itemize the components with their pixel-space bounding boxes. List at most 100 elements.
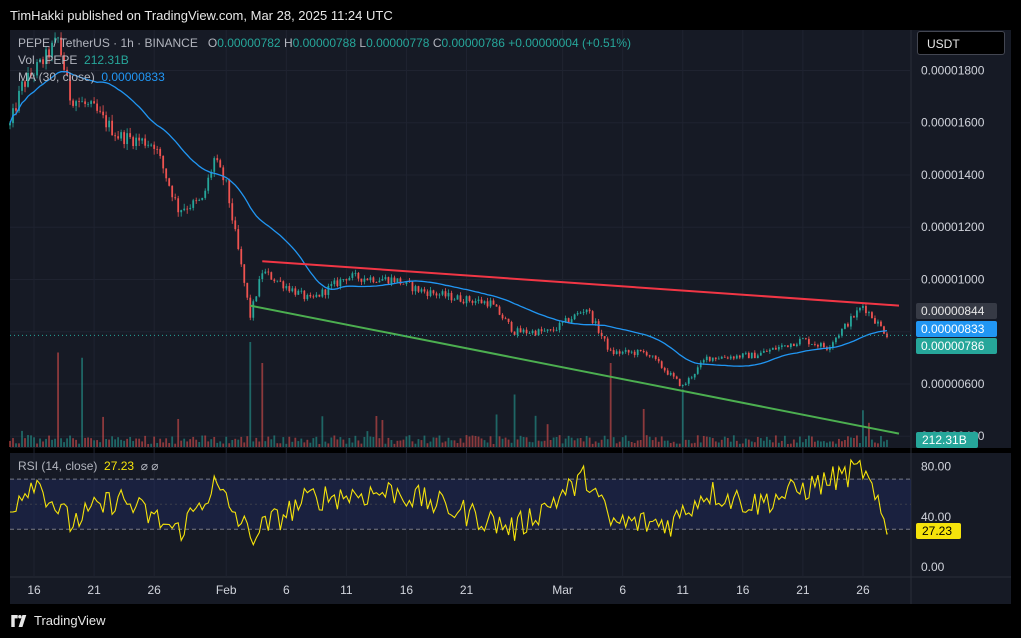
candle-body (549, 329, 552, 331)
volume-bar (255, 437, 258, 447)
volume-bar (117, 437, 120, 447)
candle-body (78, 101, 80, 102)
volume-bar (672, 441, 675, 447)
volume-bar (69, 435, 71, 447)
candle-body (60, 37, 62, 56)
brand-label: TradingView (34, 613, 106, 628)
candle-body (114, 135, 117, 137)
volume-bar (720, 439, 723, 447)
candle-body (615, 351, 618, 355)
volume-bar (841, 441, 843, 447)
volume-bar (12, 438, 14, 447)
volume-bar (690, 443, 693, 447)
legend-open: 0.00000782 (217, 36, 281, 50)
candle-body (183, 208, 186, 211)
time-tick-label: 6 (619, 583, 626, 597)
candle-body (288, 286, 291, 292)
volume-bar (726, 437, 729, 447)
candle-body (747, 352, 750, 359)
volume-bar (162, 442, 165, 447)
candle-body (336, 280, 339, 287)
volume-bar (663, 440, 666, 447)
time-tick-label: 21 (796, 583, 810, 597)
price-tick-label: 0.00001800 (921, 63, 985, 77)
volume-bar (294, 437, 297, 447)
candle-body (483, 301, 486, 304)
volume-bar (444, 441, 447, 447)
candles (9, 32, 888, 388)
volume-bar (21, 430, 23, 447)
candle-body (880, 321, 882, 327)
candle-body (207, 177, 210, 191)
volume-bar (693, 442, 696, 447)
candle-body (315, 294, 318, 297)
volume-bar (618, 441, 621, 447)
legend-row-ma: MA (30, close) 0.00000833 (18, 70, 165, 84)
volume-bar (540, 441, 543, 447)
volume-bar (252, 441, 255, 447)
volume-bar (399, 440, 402, 447)
candle-body (750, 352, 753, 359)
volume-bar (261, 363, 264, 447)
legend-rsi-label: RSI (14, close) (18, 459, 98, 473)
chart-area[interactable] (10, 30, 1011, 604)
volume-bar (357, 440, 360, 447)
eye-icon[interactable]: ⌀ ⌀ (140, 459, 159, 473)
volume-bar (36, 443, 38, 447)
volume-bar (765, 436, 768, 447)
ma-line (9, 70, 888, 367)
candle-body (856, 310, 858, 318)
volume-bar (108, 439, 111, 447)
candle-body (552, 329, 555, 331)
volume-bar (711, 438, 714, 447)
candle-body (237, 229, 240, 250)
legend-high: 0.00000788 (292, 36, 357, 50)
tradingview-brand[interactable]: TradingView (10, 613, 106, 628)
volume-bar (669, 442, 672, 447)
candle-body (594, 321, 597, 324)
candle-body (603, 336, 606, 339)
volume-bar (15, 443, 17, 447)
volume-bar (201, 435, 204, 447)
candle-body (489, 300, 492, 307)
candle-body (558, 322, 561, 330)
volume-bar (354, 435, 357, 447)
candle-body (723, 356, 726, 358)
candle-body (192, 200, 195, 208)
currency-button[interactable]: USDT (917, 31, 1005, 55)
candle-body (126, 133, 129, 145)
candle-body (90, 101, 92, 104)
time-tick-label: 16 (400, 583, 414, 597)
legend-row-price: PEPE / TetherUS · 1h · BINANCE O0.000007… (18, 36, 631, 50)
volume-bar (405, 436, 408, 447)
volume-bar (474, 435, 477, 447)
volume-bar (27, 435, 29, 447)
volume-bar (654, 437, 657, 447)
volume-bar (432, 437, 435, 447)
candle-body (156, 148, 159, 150)
volume-bar (279, 443, 282, 447)
time-tick-label: 16 (736, 583, 750, 597)
volume-bar (336, 439, 339, 447)
volume-bar (93, 440, 95, 447)
volume-bar (549, 440, 552, 447)
volume-bar (705, 436, 708, 447)
volume-bar (171, 436, 174, 447)
candle-body (711, 357, 714, 361)
price-tick-label: 0.00000600 (921, 377, 985, 391)
candle-body (687, 378, 690, 384)
volume-bar (78, 443, 80, 447)
volume-bar (615, 443, 618, 447)
candle-body (681, 385, 684, 387)
candle-body (465, 296, 468, 304)
volume-bar (180, 440, 183, 447)
volume-bars (9, 342, 888, 447)
volume-bar (771, 442, 774, 447)
legend-vol-value: 212.31B (84, 53, 129, 67)
candle-body (871, 312, 873, 319)
candle-body (369, 277, 372, 281)
candle-body (486, 301, 489, 307)
candle-body (450, 292, 453, 301)
candle-body (744, 352, 747, 354)
